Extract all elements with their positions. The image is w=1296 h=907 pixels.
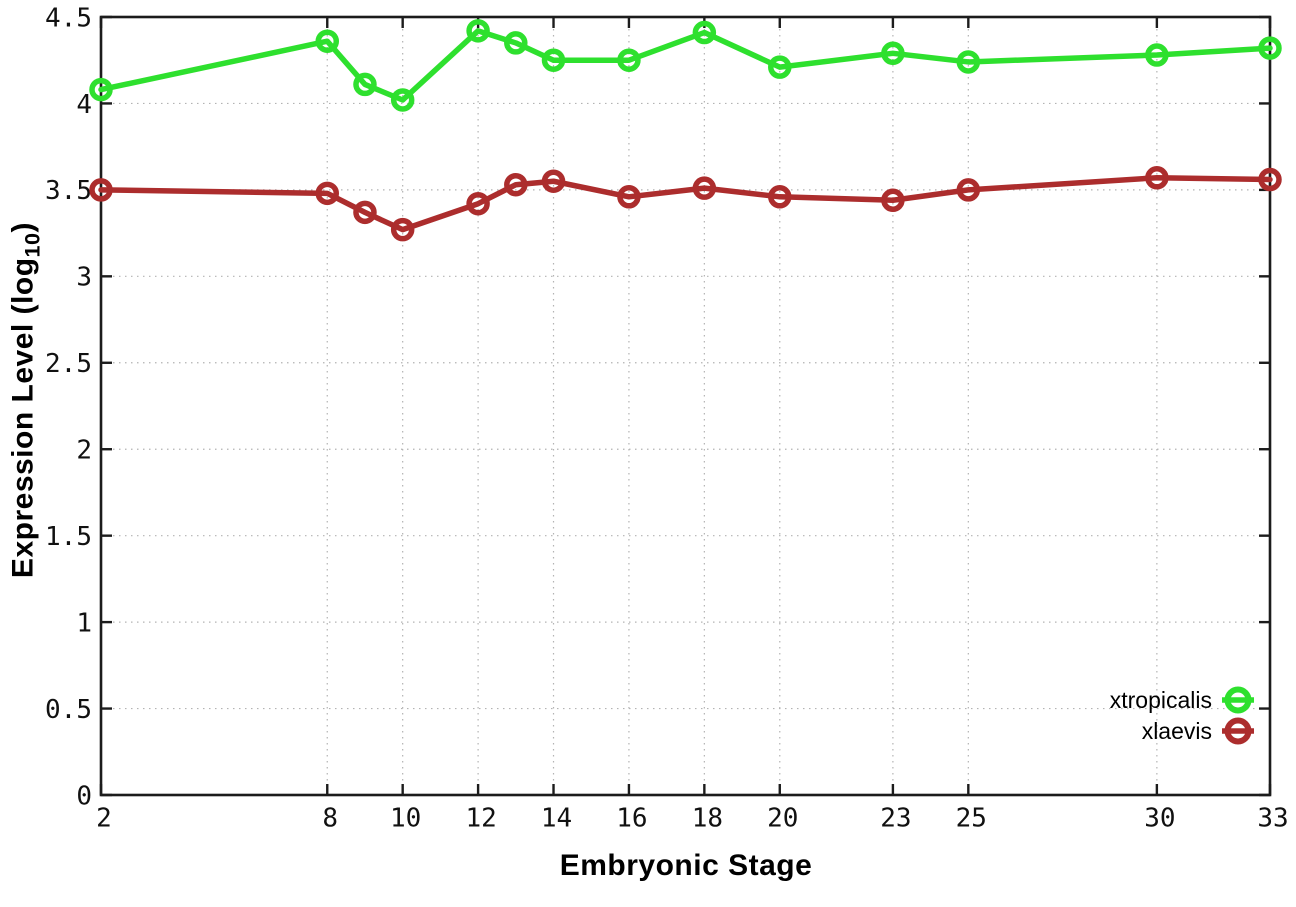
data-point-marker — [617, 185, 641, 209]
data-point-marker — [1258, 167, 1282, 192]
legend-item-xlaevis: xlaevis — [1142, 717, 1254, 745]
series-line-xtropicalis — [98, 28, 1273, 103]
legend-marker-xtropicalis — [1224, 686, 1252, 714]
y-tick-label: 0 — [76, 781, 92, 811]
legend-marker-xlaevis — [1224, 717, 1252, 745]
x-tick-label: 23 — [880, 803, 911, 833]
y-axis-title-text: Expression Level (log — [6, 257, 40, 579]
x-axis-title: Embryonic Stage — [559, 849, 813, 882]
tick-labels: 2 8 10 12 14 16 18 20 23 25 30 33 0 0.5 1 1.5 2 2.5 3 3.5 4 4… — [45, 3, 1289, 833]
y-axis-title: Expression Level (log10) — [7, 222, 46, 578]
y-tick-label: 0.5 — [45, 695, 92, 725]
data-point-marker — [466, 19, 490, 43]
data-point-marker — [541, 169, 566, 193]
x-tick-label: 10 — [390, 803, 421, 833]
y-tick-label: 3 — [76, 263, 92, 293]
legend-label-xlaevis: xlaevis — [1142, 718, 1212, 744]
data-point-marker — [353, 72, 377, 97]
data-point-marker — [881, 41, 905, 66]
data-point-marker — [768, 185, 792, 209]
gridlines — [101, 17, 1270, 795]
data-point-marker — [89, 77, 113, 102]
legend-label-xtropicalis: xtropicalis — [1110, 687, 1212, 713]
data-point-marker — [692, 176, 717, 200]
x-tick-label: 20 — [767, 803, 798, 833]
data-point-marker — [315, 181, 340, 206]
data-point-marker — [315, 29, 340, 53]
data-point-marker — [768, 55, 792, 79]
y-tick-label: 1 — [76, 608, 92, 638]
data-point-marker — [504, 172, 528, 197]
axis-ticks — [99, 15, 1272, 797]
data-point-marker — [390, 217, 415, 242]
y-tick-label: 4.5 — [45, 3, 92, 33]
x-tick-label: 8 — [322, 803, 338, 833]
data-point-marker — [541, 48, 566, 72]
data-point-marker — [617, 48, 641, 72]
series-line-xlaevis — [98, 175, 1273, 233]
data-point-marker — [881, 188, 905, 213]
data-point-marker — [692, 20, 717, 45]
legend-item-xtropicalis: xtropicalis — [1110, 686, 1254, 714]
data-point-marker — [89, 178, 113, 202]
legend: xtropicalis xlaevis — [1110, 686, 1254, 745]
x-tick-label: 25 — [956, 803, 987, 833]
data-point-marker — [1145, 166, 1169, 190]
y-axis-title-suffix: ) — [6, 221, 40, 233]
x-tick-label: 18 — [692, 803, 723, 833]
data-point-marker — [504, 31, 528, 55]
x-tick-label: 14 — [541, 803, 572, 833]
y-tick-label: 1.5 — [45, 522, 92, 552]
x-tick-label: 12 — [465, 803, 496, 833]
y-tick-label: 3.5 — [45, 176, 92, 206]
series-xlaevis — [89, 166, 1282, 242]
y-tick-label: 2.5 — [45, 349, 92, 379]
data-point-marker — [466, 191, 490, 216]
y-tick-label: 4 — [76, 90, 92, 120]
data-point-marker — [956, 178, 981, 202]
x-tick-label: 33 — [1257, 803, 1288, 833]
data-point-marker — [1258, 36, 1282, 60]
data-point-marker — [1145, 43, 1169, 67]
x-tick-label: 30 — [1144, 803, 1175, 833]
series-xtropicalis — [89, 19, 1282, 112]
data-point-marker — [956, 50, 981, 74]
y-axis-title-subscript: 10 — [19, 232, 45, 258]
x-tick-label: 16 — [616, 803, 647, 833]
x-tick-label: 2 — [96, 803, 112, 833]
data-point-marker — [390, 88, 415, 112]
plot-border — [99, 15, 1272, 797]
data-point-marker — [353, 200, 377, 225]
y-tick-label: 2 — [76, 436, 92, 466]
